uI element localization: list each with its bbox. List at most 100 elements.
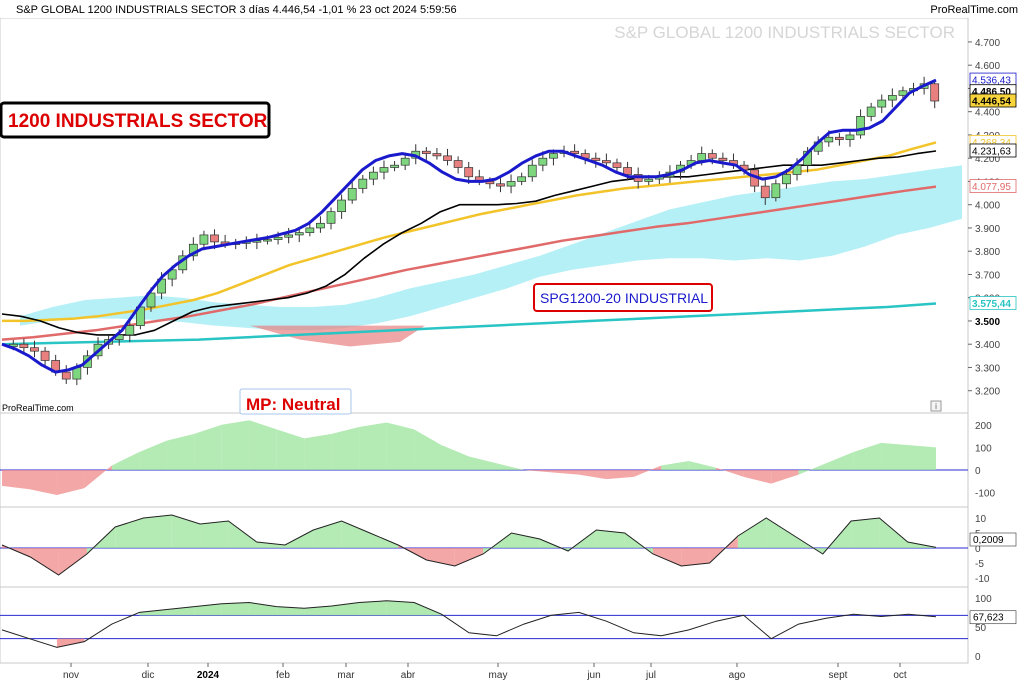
svg-text:i: i: [935, 402, 937, 411]
osc1-area-segment: [771, 470, 799, 484]
candle-body: [527, 164, 537, 178]
osc2-area-segment: [171, 515, 201, 548]
osc2-value-label: 0,2009: [973, 535, 1004, 546]
candle-body: [40, 350, 50, 361]
osc1-area-segment: [633, 465, 662, 477]
candle-body: [760, 185, 770, 199]
x-tick-label: may: [489, 670, 508, 681]
teal-ma-line: [1, 302, 937, 346]
osc2-area-segment: [143, 515, 172, 548]
osc3-overbought-fill: [276, 606, 305, 616]
candle-body: [30, 347, 39, 352]
candle-body: [263, 239, 272, 242]
candle-body: [294, 232, 304, 236]
osc3-overbought-fill: [166, 606, 195, 616]
candle-body: [517, 176, 527, 182]
y-tick-label: 3.300: [975, 363, 1000, 374]
osc1-area-segment: [688, 461, 717, 471]
candle-body: [612, 162, 622, 168]
candle-body: [771, 183, 781, 199]
osc1-y-tick: 200: [975, 421, 992, 432]
osc1-area-segment: [743, 470, 772, 484]
candle-body: [930, 83, 940, 102]
index-box: SPG1200-20 INDUSTRIAL: [533, 283, 713, 312]
candle-body: [707, 153, 717, 159]
osc1-area-segment: [551, 470, 579, 475]
osc3-overbought-fill: [221, 602, 250, 616]
osc1-area-segment: [359, 422, 387, 471]
osc1-area-segment: [469, 456, 497, 471]
x-tick-label: feb: [276, 670, 290, 681]
osc2-area-segment: [115, 518, 144, 548]
info-icon[interactable]: i: [930, 400, 942, 412]
osc2-area-segment: [879, 518, 908, 548]
y-tick-label: 4.600: [975, 61, 1000, 72]
candle-body: [591, 157, 601, 161]
candle-body: [432, 153, 442, 157]
candle-body: [358, 178, 368, 189]
osc1-area-segment: [56, 470, 85, 495]
value-label-box: [969, 179, 1017, 193]
mp-box: MP: Neutral: [239, 388, 352, 415]
osc2-area-segment: [766, 518, 795, 548]
candle-body: [390, 164, 399, 168]
osc2-area-segment: [454, 548, 484, 566]
candle-body: [538, 157, 548, 166]
candle-body: [464, 167, 474, 178]
candle-body: [697, 153, 707, 161]
osc1-area-segment: [661, 461, 689, 471]
osc2-area-segment: [313, 521, 342, 548]
black-line: [1, 150, 937, 336]
candle-body: [337, 199, 346, 213]
osc3-value-box: [969, 610, 1017, 625]
x-tick-label: oct: [893, 670, 907, 681]
osc2-y-tick: -10: [975, 574, 990, 585]
blue-smoothed-line: [1, 78, 937, 374]
value-label-box: [969, 296, 1017, 310]
osc2-area-segment: [681, 548, 710, 566]
osc1-area-segment: [881, 442, 909, 471]
y-tick-label: 3.900: [975, 224, 1000, 235]
value-label: 4.536,43: [972, 76, 1011, 87]
oscillator-layer: [0, 420, 968, 648]
osc2-area-segment: [228, 521, 257, 548]
candle-body: [400, 157, 410, 166]
osc3-overbought-fill: [139, 609, 167, 616]
candle-body: [824, 136, 834, 143]
candle-body: [856, 115, 865, 136]
osc2-area-segment: [511, 533, 540, 548]
osc1-area-segment: [221, 420, 250, 471]
value-label: 4.446,54: [972, 97, 1011, 108]
candle-body: [284, 234, 294, 238]
candle-body: [61, 371, 71, 380]
osc1-area-segment: [194, 424, 222, 471]
cloud-area: [20, 165, 962, 331]
osc3-line: [1, 600, 937, 648]
site-link[interactable]: ProRealTime.com: [930, 4, 1018, 16]
osc1-area-segment: [331, 427, 360, 471]
osc3-value-label: 67,623: [973, 613, 1004, 624]
x-tick-label: 2024: [197, 670, 220, 681]
osc1-area-segment: [249, 420, 277, 471]
osc2-y-tick: 10: [975, 514, 987, 525]
osc1-area-segment: [386, 422, 415, 471]
header-bar: [0, 0, 1024, 18]
osc1-area-segment: [29, 470, 57, 495]
osc1-area-segment: [716, 467, 744, 477]
osc3-overbought-fill: [386, 600, 415, 616]
candle-body: [602, 160, 611, 164]
candle-body: [125, 325, 135, 336]
y-tick-label: 4.000: [975, 201, 1000, 212]
chart-header: S&P GLOBAL 1200 INDUSTRIALS SECTOR 3 día…: [16, 4, 457, 16]
osc1-area-segment: [853, 442, 882, 471]
osc1-y-tick: 100: [975, 443, 992, 454]
osc3-overbought-fill: [194, 603, 222, 616]
value-label-box: [969, 93, 1017, 108]
y-tick-label: 3.700: [975, 270, 1000, 281]
price-layer: [1, 76, 962, 386]
osc2-line: [1, 514, 937, 576]
x-tick-label: jun: [586, 670, 600, 681]
axis-layer: nov dic 2024 feb mar abr may jun jul ago sept oct 4.…: [63, 38, 1017, 681]
osc2-area-segment: [256, 542, 286, 548]
